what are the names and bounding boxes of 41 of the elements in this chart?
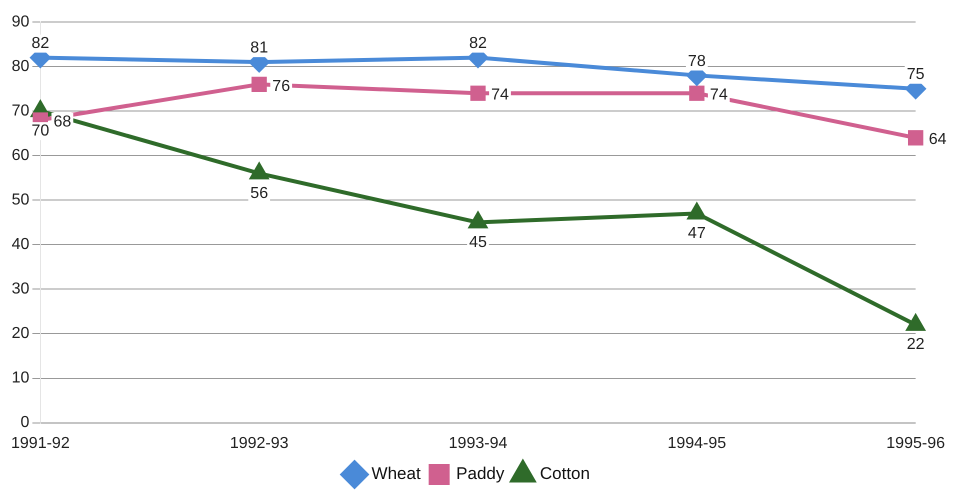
y-tick-label: 80 <box>12 58 30 75</box>
y-tick-label: 40 <box>12 236 30 254</box>
y-tick-label: 50 <box>12 192 30 209</box>
data-label: 82 <box>31 35 50 52</box>
data-label: 81 <box>250 39 268 56</box>
data-label: 68 <box>53 113 72 130</box>
data-label: 75 <box>906 66 925 84</box>
point <box>689 86 704 101</box>
x-tick-label: 1993-94 <box>448 434 508 452</box>
y-tick-label: 10 <box>12 370 30 387</box>
data-label: 47 <box>688 224 706 242</box>
point <box>906 314 925 331</box>
point <box>688 203 706 220</box>
data-label: 82 <box>469 35 487 52</box>
data-label: 64 <box>928 131 947 148</box>
legend-label: Paddy <box>456 464 505 484</box>
point <box>908 130 924 146</box>
point <box>469 212 487 228</box>
x-tick-label: 1992-93 <box>230 434 289 452</box>
data-label: 78 <box>688 52 706 70</box>
x-tick-label: 1995-96 <box>886 434 946 452</box>
x-tick-label: 1991-92 <box>11 434 70 452</box>
data-label: 22 <box>906 336 925 354</box>
point <box>252 76 267 92</box>
data-label: 70 <box>31 122 50 140</box>
y-tick-label: 70 <box>12 102 30 120</box>
legend-label: Cotton <box>540 464 590 484</box>
data-label: 45 <box>469 234 487 251</box>
data-label: 56 <box>250 184 268 202</box>
y-tick-label: 20 <box>12 325 30 342</box>
data-label: 76 <box>272 78 290 95</box>
y-tick-label: 0 <box>20 414 30 432</box>
data-label: 74 <box>710 86 728 104</box>
y-tick-label: 60 <box>12 147 30 164</box>
data-label: 74 <box>491 86 509 104</box>
point <box>250 163 268 180</box>
x-tick-label: 1994-95 <box>667 434 726 452</box>
y-tick-label: 30 <box>12 280 30 298</box>
point <box>470 86 486 101</box>
legend-label: Wheat <box>372 464 421 484</box>
y-tick-label: 90 <box>12 13 30 30</box>
